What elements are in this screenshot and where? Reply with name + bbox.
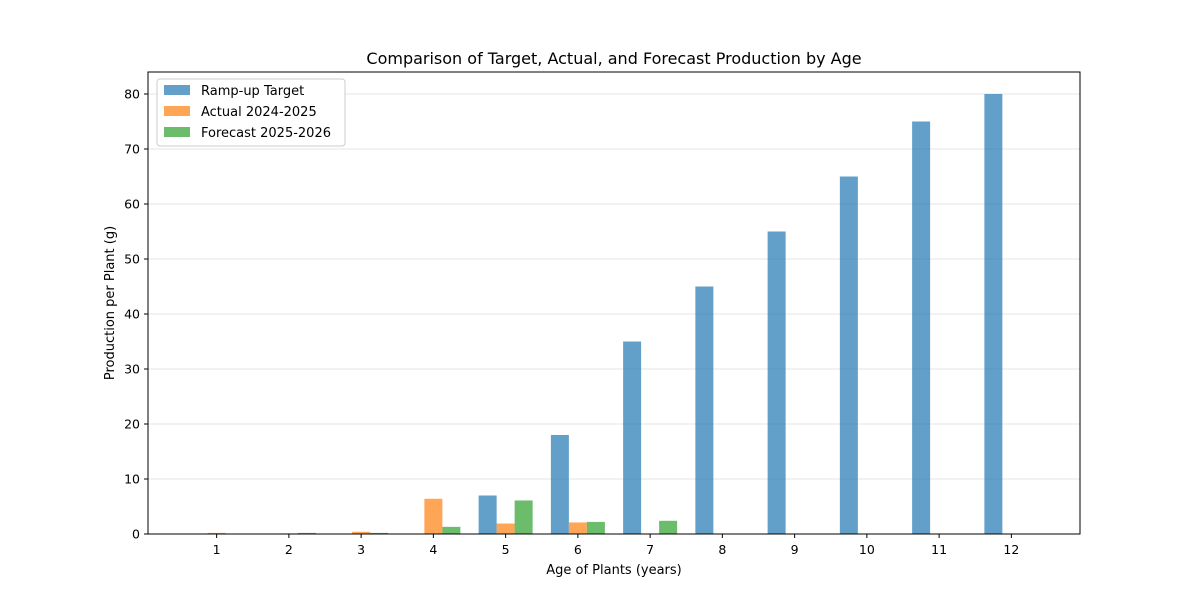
y-tick-label: 0 bbox=[132, 527, 140, 542]
bars-group bbox=[207, 94, 1003, 534]
y-axis-ticks: 0 10 20 30 40 50 60 70 80 bbox=[124, 87, 148, 542]
bar-forecast bbox=[659, 520, 678, 534]
x-tick-label: 12 bbox=[1003, 542, 1019, 557]
y-gridlines bbox=[148, 93, 1080, 535]
x-tick-label: 9 bbox=[791, 542, 799, 557]
x-axis-label: Age of Plants (years) bbox=[546, 563, 682, 578]
legend-label: Ramp-up Target bbox=[201, 84, 304, 99]
bar-target bbox=[550, 435, 569, 534]
x-tick-label: 1 bbox=[213, 542, 221, 557]
x-tick-label: 3 bbox=[357, 542, 365, 557]
legend: Ramp-up Target Actual 2024-2025 Forecast 2… bbox=[156, 78, 346, 147]
y-tick-label: 70 bbox=[124, 142, 140, 157]
bar-forecast bbox=[586, 521, 605, 534]
y-tick-label: 30 bbox=[124, 362, 140, 377]
legend-swatch bbox=[164, 106, 190, 116]
bar-forecast bbox=[514, 500, 533, 534]
x-tick-label: 4 bbox=[429, 542, 437, 557]
bar-target bbox=[623, 341, 642, 534]
bar-actual bbox=[352, 531, 371, 534]
bar-target bbox=[984, 94, 1003, 534]
x-tick-label: 8 bbox=[718, 542, 726, 557]
legend-label: Forecast 2025-2026 bbox=[201, 126, 331, 141]
bar-actual bbox=[424, 498, 443, 534]
y-tick-label: 50 bbox=[124, 252, 140, 267]
y-tick-label: 20 bbox=[124, 417, 140, 432]
bar-target bbox=[912, 121, 931, 534]
bar-forecast bbox=[297, 532, 316, 534]
x-tick-label: 2 bbox=[285, 542, 293, 557]
x-tick-label: 10 bbox=[859, 542, 875, 557]
legend-swatch bbox=[164, 127, 190, 137]
y-tick-label: 60 bbox=[124, 197, 140, 212]
plot-area-frame bbox=[147, 71, 1081, 535]
bar-target bbox=[478, 495, 497, 534]
legend-swatch bbox=[164, 85, 190, 95]
y-tick-label: 80 bbox=[124, 87, 140, 102]
y-axis-label: Production per Plant (g) bbox=[103, 226, 118, 380]
bar-target bbox=[767, 231, 786, 534]
bar-target bbox=[695, 286, 714, 534]
bar-forecast bbox=[370, 532, 389, 534]
legend-box bbox=[156, 78, 346, 147]
bar-target bbox=[839, 176, 858, 534]
x-tick-label: 7 bbox=[646, 542, 654, 557]
bar-actual bbox=[568, 522, 587, 534]
x-tick-label: 6 bbox=[574, 542, 582, 557]
y-tick-label: 40 bbox=[124, 307, 140, 322]
x-tick-label: 11 bbox=[931, 542, 947, 557]
x-axis-ticks: 1 2 3 4 5 6 7 8 9 10 11 12 bbox=[213, 534, 1019, 557]
bar-actual bbox=[496, 523, 515, 534]
bar-actual bbox=[207, 532, 226, 534]
x-tick-label: 5 bbox=[502, 542, 510, 557]
bar-forecast bbox=[442, 526, 461, 534]
chart-title: Comparison of Target, Actual, and Foreca… bbox=[366, 49, 861, 68]
y-tick-label: 10 bbox=[124, 472, 140, 487]
legend-label: Actual 2024-2025 bbox=[201, 105, 317, 120]
